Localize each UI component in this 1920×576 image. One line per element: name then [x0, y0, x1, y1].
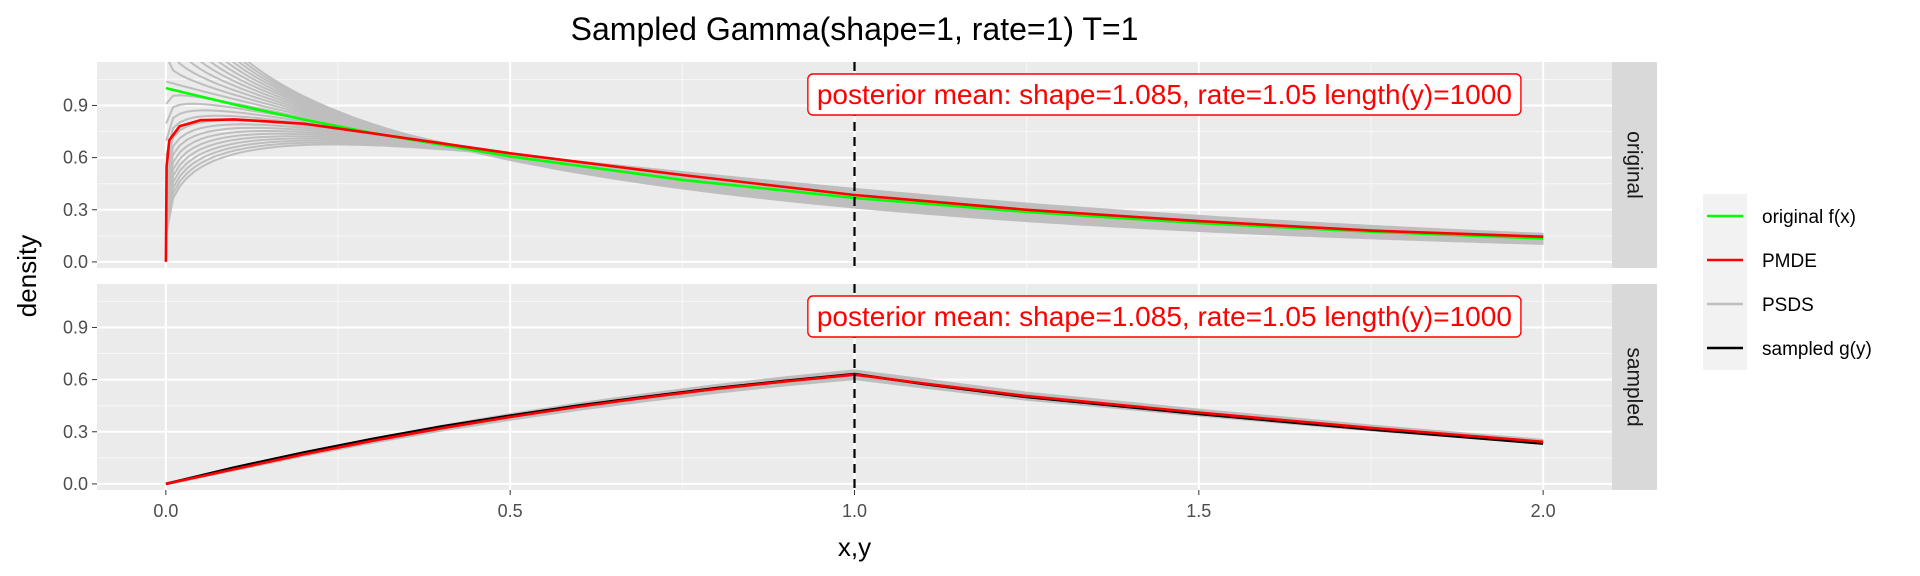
legend-label: original f(x)	[1762, 207, 1856, 228]
panel-original: 0.0 0.3 0.6 0.9 posterior mean: shape=1.085,…	[63, 62, 1657, 272]
series-line-original-f-x-	[165, 86, 1544, 240]
strip-background	[1612, 62, 1657, 268]
y-axis-title: density	[12, 235, 42, 317]
annotation-box	[807, 73, 1522, 116]
x-tick-label: 1.5	[1186, 501, 1211, 521]
legend-label: sampled g(y)	[1762, 339, 1872, 360]
y-tick-label: 0.3	[63, 200, 88, 220]
x-tick-label: 0.5	[498, 501, 523, 521]
y-tick-label: 0.9	[63, 95, 88, 115]
series-line-pmde	[165, 373, 1544, 486]
plot-area: 0.0 0.3 0.6 0.9 posterior mean: shape=1.085,…	[63, 62, 1657, 521]
strip-label-original: original	[1623, 131, 1646, 199]
y-tick-label: 0.9	[63, 317, 88, 337]
x-tick-label: 1.0	[842, 501, 867, 521]
chart-title: Sampled Gamma(shape=1, rate=1) T=1	[571, 11, 1139, 47]
annotation-text: posterior mean: shape=1.085, rate=1.05 l…	[817, 79, 1512, 110]
y-tick-label: 0.3	[63, 422, 88, 442]
y-tick-label: 0.0	[63, 252, 88, 272]
series-layer	[165, 369, 1544, 486]
strip-background	[1612, 284, 1657, 490]
annotation-box	[807, 295, 1522, 338]
x-tick-label: 2.0	[1531, 501, 1556, 521]
strip-label-sampled: sampled	[1623, 347, 1646, 426]
series-line-pmde	[164, 118, 1544, 262]
legend-item: sampled g(y)	[1707, 339, 1872, 360]
legend-item: original f(x)	[1707, 207, 1856, 228]
y-tick-label: 0.6	[63, 370, 88, 390]
panel-sampled: 0.0 0.3 0.6 0.9 posterior mean: shape=1.085,…	[63, 284, 1657, 494]
legend-keys-background	[1703, 194, 1747, 370]
legend: original f(x) PMDE PSDS sampled g(y)	[1703, 194, 1872, 370]
y-tick-label: 0.0	[63, 474, 88, 494]
x-tick-label: 0.0	[153, 501, 178, 521]
x-axis-title: x,y	[838, 532, 871, 562]
legend-label: PSDS	[1762, 295, 1814, 316]
annotation-label: posterior mean: shape=1.085, rate=1.05 l…	[807, 295, 1522, 338]
legend-label: PMDE	[1762, 251, 1817, 272]
annotation-text: posterior mean: shape=1.085, rate=1.05 l…	[817, 301, 1512, 332]
legend-item: PSDS	[1707, 295, 1814, 316]
legend-item: PMDE	[1707, 251, 1817, 272]
annotation-label: posterior mean: shape=1.085, rate=1.05 l…	[807, 73, 1522, 116]
y-tick-label: 0.6	[63, 148, 88, 168]
